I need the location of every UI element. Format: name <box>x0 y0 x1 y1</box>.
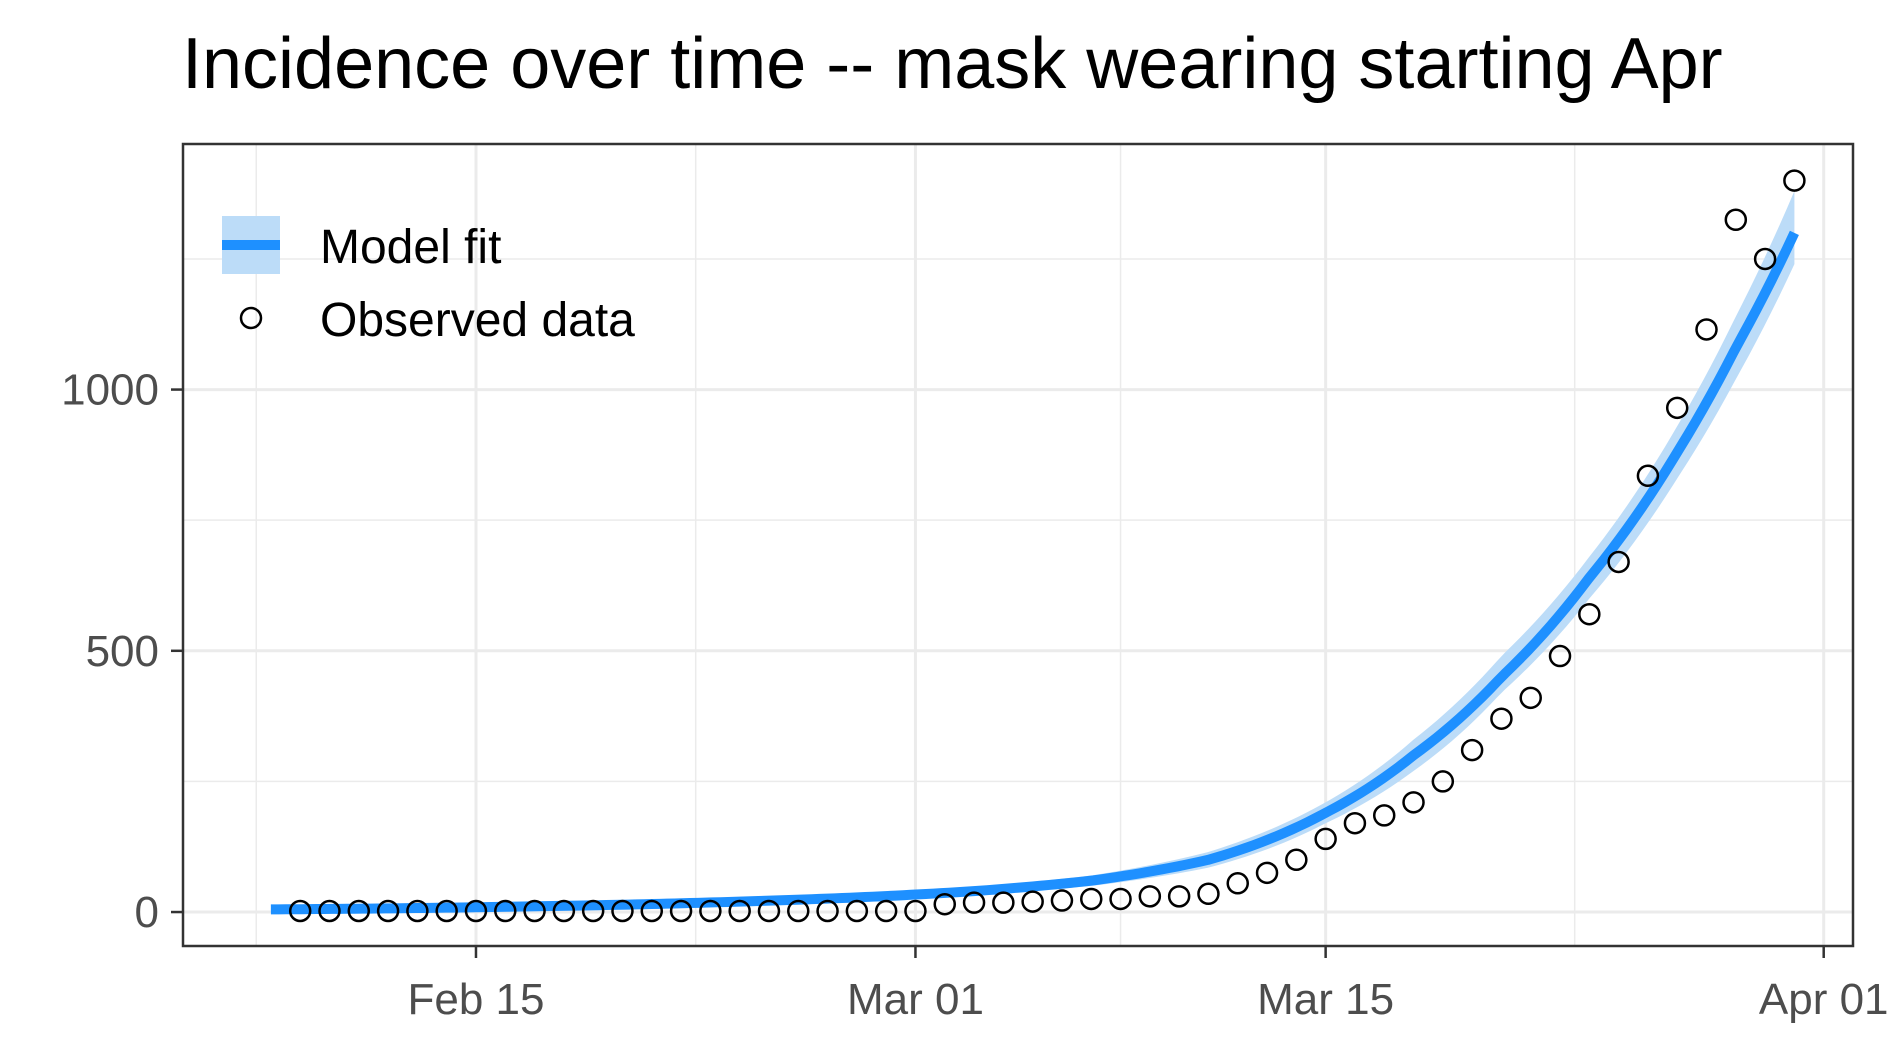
observed-point <box>1197 882 1220 906</box>
y-axis: 0 500 1000 <box>61 366 183 937</box>
observed-point <box>1167 885 1191 908</box>
legend-label-observed-data: Observed data <box>320 294 635 347</box>
observed-point <box>1226 872 1249 895</box>
observed-point <box>816 899 839 923</box>
x-tick-label: Mar 01 <box>847 975 984 1024</box>
y-tick-label: 0 <box>135 888 159 937</box>
y-tick-label: 1000 <box>61 366 159 415</box>
observed-point <box>1138 885 1162 908</box>
observed-point <box>1548 644 1572 668</box>
observed-point <box>1665 396 1689 420</box>
observed-point <box>1724 208 1748 232</box>
observed-point <box>376 899 400 923</box>
observed-point <box>728 899 751 923</box>
observed-point <box>874 899 898 923</box>
x-tick-label: Feb 15 <box>407 975 544 1024</box>
observed-point <box>787 899 810 923</box>
observed-point <box>904 899 927 923</box>
legend-key-observed-data <box>239 306 263 330</box>
legend: Model fit Observed data <box>222 216 635 347</box>
x-tick-label: Mar 15 <box>1257 975 1394 1024</box>
observed-point <box>1079 887 1103 911</box>
observed-point <box>1343 811 1367 835</box>
observed-point <box>1490 707 1513 730</box>
observed-point <box>1050 889 1074 912</box>
observed-point <box>523 899 546 923</box>
x-tick-label: Apr 01 <box>1759 975 1889 1024</box>
observed-point <box>435 899 458 923</box>
observed-points <box>288 169 1806 923</box>
observed-point <box>962 891 986 914</box>
observed-point <box>464 899 488 923</box>
observed-point <box>933 892 957 916</box>
observed-point <box>1695 318 1718 341</box>
observed-point <box>1578 602 1601 626</box>
observed-point <box>992 891 1015 914</box>
observed-point <box>845 899 869 923</box>
observed-point <box>1285 848 1308 872</box>
grid-minor <box>183 144 1853 946</box>
observed-point <box>1109 887 1132 911</box>
y-tick-label: 500 <box>86 627 159 676</box>
observed-point <box>318 899 341 923</box>
observed-point <box>494 899 517 923</box>
observed-point <box>1636 464 1660 488</box>
observed-point <box>1314 827 1337 851</box>
observed-point <box>1255 861 1279 885</box>
observed-point <box>1753 247 1777 271</box>
observed-point <box>640 899 664 923</box>
observed-point <box>1607 550 1630 574</box>
observed-point <box>1460 738 1484 762</box>
observed-point <box>1431 770 1455 793</box>
observed-point <box>347 899 371 923</box>
chart-title: Incidence over time -- mask wearing star… <box>182 24 1723 104</box>
x-axis: Feb 15 Mar 01 Mar 15 Apr 01 <box>407 946 1889 1024</box>
observed-point <box>699 899 722 923</box>
plot-border <box>181 142 1855 948</box>
observed-point <box>552 899 576 923</box>
observed-point <box>288 899 312 923</box>
observed-point <box>1372 804 1396 827</box>
legend-label-model-fit: Model fit <box>320 221 501 274</box>
observed-point <box>1021 890 1044 913</box>
observed-point <box>757 899 781 923</box>
observed-point <box>406 899 429 923</box>
observed-point <box>611 899 634 923</box>
observed-point <box>669 899 693 923</box>
observed-point <box>1519 686 1542 710</box>
observed-point <box>1783 169 1806 192</box>
observed-point <box>581 899 605 923</box>
observed-point <box>1402 791 1425 814</box>
